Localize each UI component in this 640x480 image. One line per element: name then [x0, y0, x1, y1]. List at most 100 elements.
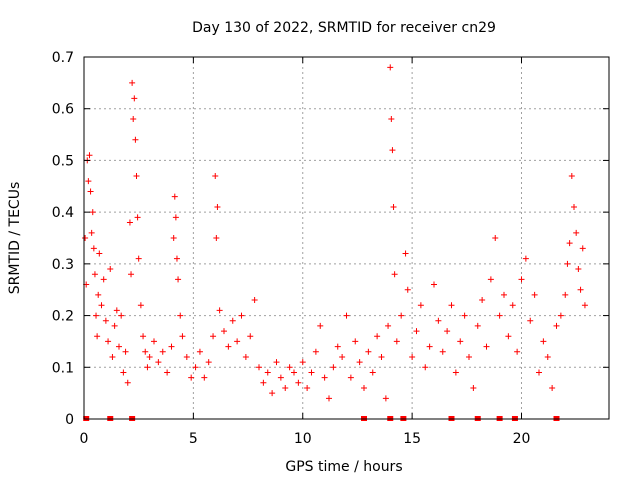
data-point [544, 353, 551, 360]
data-point [361, 384, 367, 391]
data-point [256, 364, 262, 371]
data-point [568, 172, 575, 179]
data-point [88, 229, 95, 236]
data-point [151, 338, 157, 345]
data-point [124, 379, 131, 386]
data-point [474, 322, 481, 329]
data-point [164, 369, 171, 376]
data-point [312, 348, 319, 355]
data-point [295, 379, 302, 386]
data-point [388, 116, 395, 123]
data-point [251, 297, 258, 304]
data-point [131, 95, 138, 102]
data-point [391, 271, 398, 278]
data-point [82, 235, 89, 241]
data-point [140, 333, 147, 340]
data-point [221, 328, 227, 335]
data-point [422, 364, 429, 371]
data-point [564, 260, 571, 267]
data-point [466, 353, 472, 360]
x-axis-label: GPS time / hours [285, 459, 402, 475]
data-point [291, 369, 297, 376]
data-point [229, 317, 236, 324]
data-point [273, 359, 280, 366]
data-point [409, 353, 416, 360]
data-point [130, 116, 137, 123]
data-point [549, 384, 556, 391]
data-point [132, 136, 139, 143]
y-tick-label: 0 [65, 412, 74, 428]
data-point [213, 235, 220, 241]
data-point [205, 359, 212, 366]
data-point [89, 209, 96, 216]
data-point [540, 338, 547, 345]
data-point [116, 343, 122, 350]
data-point [172, 214, 179, 221]
y-tick-label: 0.1 [52, 360, 74, 376]
data-point [173, 255, 180, 262]
data-point [135, 255, 142, 262]
data-point [518, 276, 525, 283]
data-point [378, 353, 385, 360]
data-point [326, 395, 332, 402]
data-point [144, 364, 151, 371]
data-point [444, 328, 451, 335]
data-point [105, 338, 112, 345]
data-point [404, 286, 411, 293]
data-point [390, 203, 397, 210]
x-tick-label: 15 [403, 431, 421, 447]
data-point [431, 281, 437, 288]
data-point [179, 333, 186, 340]
data-point [382, 395, 389, 402]
data-point [330, 364, 337, 371]
data-point [87, 188, 94, 195]
data-point [170, 235, 177, 241]
data-point [212, 172, 219, 179]
data-point [96, 250, 103, 257]
data-point [146, 353, 153, 360]
x-tick-label: 0 [80, 431, 89, 447]
data-point [365, 348, 372, 355]
data-point [129, 79, 136, 86]
data-point [126, 219, 133, 226]
data-point [435, 317, 442, 324]
plot-frame [83, 56, 610, 420]
data-point [479, 297, 486, 304]
data-point [118, 312, 125, 319]
data-point [113, 307, 120, 314]
data-point [299, 359, 306, 366]
data-point [387, 64, 394, 71]
data-point [452, 369, 459, 376]
y-tick-label: 0.6 [52, 102, 74, 118]
data-point [142, 348, 149, 355]
data-point [321, 374, 328, 381]
data-point [155, 359, 162, 366]
data-point [461, 312, 468, 319]
data-point [242, 353, 249, 360]
data-point [505, 333, 512, 340]
chart-title: Day 130 of 2022, SRMTID for receiver cn2… [192, 20, 496, 36]
data-point [385, 322, 392, 329]
data-point [492, 235, 499, 241]
data-point [133, 172, 140, 179]
data-point [175, 276, 182, 283]
data-point [98, 302, 105, 309]
data-point [439, 348, 446, 355]
data-points [82, 64, 588, 402]
y-tick-label: 0.7 [52, 50, 74, 66]
data-point [374, 333, 381, 340]
data-point [159, 348, 166, 355]
data-point [369, 369, 376, 376]
data-point [509, 302, 516, 309]
data-point [91, 271, 98, 278]
data-point [128, 271, 135, 278]
data-point [514, 348, 521, 355]
data-point [317, 322, 324, 329]
data-point [95, 291, 102, 298]
data-point [536, 369, 542, 376]
data-point [579, 245, 586, 252]
data-point [192, 364, 199, 371]
data-point [347, 374, 354, 381]
data-point [339, 353, 346, 360]
